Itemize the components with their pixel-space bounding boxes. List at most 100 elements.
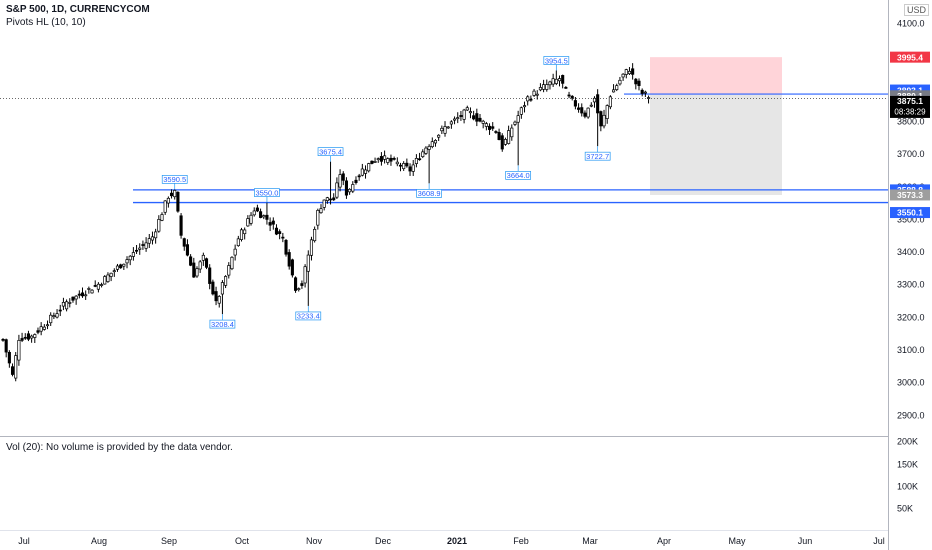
candle-body <box>557 78 562 82</box>
candle-body <box>208 267 212 284</box>
x-tick-label: Apr <box>657 536 671 546</box>
candle-body <box>608 96 612 108</box>
candle-body <box>122 263 126 267</box>
x-tick-label: Oct <box>235 536 250 546</box>
candle-body <box>141 244 145 246</box>
candle-body <box>255 207 259 212</box>
candle-body <box>195 268 199 277</box>
candle-body <box>367 163 371 172</box>
candle-body <box>376 158 380 161</box>
candle-body <box>243 229 247 235</box>
candle-body <box>236 238 240 247</box>
pivot-value: 3608.9 <box>418 189 441 198</box>
candle-body <box>217 296 221 304</box>
candle-body <box>87 288 91 290</box>
x-tick-label: May <box>728 536 746 546</box>
candle-body <box>227 265 231 276</box>
candle-body <box>583 112 587 117</box>
candle-body <box>138 247 142 250</box>
candle-body <box>84 294 88 297</box>
candle-body <box>39 326 43 332</box>
candle-body <box>472 115 476 120</box>
support-2-badge: 3550.1 <box>897 208 923 218</box>
x-tick-label: Sep <box>161 536 177 546</box>
candle-body <box>316 210 320 226</box>
candle-body <box>363 169 368 174</box>
candle-body <box>220 282 224 295</box>
candle-body <box>542 84 546 90</box>
candle-body <box>596 94 600 114</box>
candle-body <box>100 284 104 286</box>
last-price-badge-bg <box>890 95 930 118</box>
candle-body <box>300 283 304 286</box>
candle-body <box>313 228 317 242</box>
target-price-badge: 3573.3 <box>897 190 923 200</box>
level-price-badge-bg <box>890 84 930 96</box>
indicator-label: Pivots HL (10, 10) <box>6 17 86 28</box>
y-tick-label: 3400.0 <box>897 247 925 257</box>
candle-body <box>449 121 453 125</box>
candle-body <box>128 255 132 261</box>
candle-body <box>392 158 396 160</box>
stop-loss-zone <box>650 57 782 95</box>
candle-body <box>503 139 507 145</box>
candle-body <box>402 163 406 169</box>
candle-body <box>112 270 116 273</box>
x-tick-label: Mar <box>582 536 598 546</box>
candle-body <box>230 256 234 270</box>
volume-tick-label: 100K <box>897 482 918 492</box>
candle-body <box>125 259 129 264</box>
pivot-label: 3675.4 <box>317 147 344 162</box>
candle-body <box>224 276 228 286</box>
candle-body <box>529 98 533 101</box>
candle-body <box>561 75 565 84</box>
pivot-box <box>584 151 611 161</box>
candle-body <box>306 254 310 272</box>
candle-body <box>338 174 342 188</box>
candle-body <box>465 107 469 111</box>
candle-body <box>484 123 488 127</box>
x-tick-label: Jun <box>798 536 813 546</box>
candle-body <box>252 210 256 216</box>
candle-body <box>42 326 46 330</box>
candle-body <box>297 288 301 290</box>
candle-body <box>586 107 590 118</box>
candle-body <box>453 118 457 121</box>
candle-body <box>567 94 571 97</box>
candle-body <box>602 114 606 127</box>
candle-body <box>74 295 78 300</box>
candle-body <box>182 238 186 247</box>
candle-body <box>379 156 383 162</box>
candle-body <box>354 179 358 183</box>
candle-body <box>303 266 307 284</box>
candle-body <box>624 69 628 75</box>
candle-body <box>103 276 107 285</box>
currency-label[interactable]: USD <box>904 4 930 16</box>
candle-body <box>249 214 253 224</box>
candle-body <box>179 215 183 236</box>
candle-body <box>437 134 441 138</box>
candle-body <box>386 158 390 163</box>
candle-body <box>93 285 97 287</box>
candle-body <box>592 97 597 103</box>
candle-body <box>325 197 329 201</box>
x-tick-label: Jul <box>873 536 885 546</box>
entry-price-badge-bg <box>890 90 930 102</box>
candle-body <box>106 274 110 282</box>
candle-body <box>599 111 603 127</box>
candle-body <box>507 130 511 144</box>
candle-body <box>348 188 352 193</box>
candle-body <box>351 184 355 192</box>
candle-body <box>96 283 100 290</box>
candle-body <box>535 93 539 96</box>
candle-body <box>481 120 485 124</box>
y-tick-label: 3000.0 <box>897 378 925 388</box>
support-2-badge-bg <box>890 207 930 219</box>
pivot-value: 3954.5 <box>545 56 568 65</box>
candle-body <box>418 158 422 161</box>
candle-body <box>421 151 425 157</box>
candle-body <box>33 334 37 338</box>
pivot-label: 3233.4 <box>295 305 322 321</box>
